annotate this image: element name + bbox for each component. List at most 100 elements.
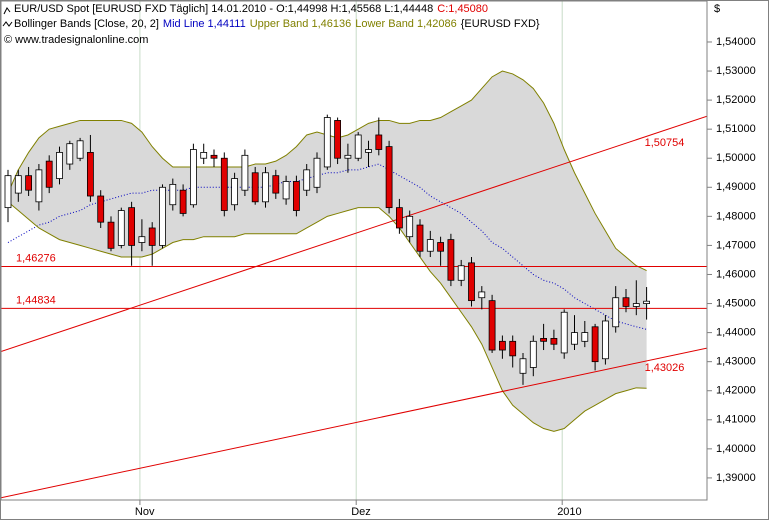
candle-body xyxy=(344,154,352,159)
y-tick-label: 1,47000 xyxy=(716,239,756,251)
candle-body xyxy=(323,117,331,168)
candle-body xyxy=(643,300,650,304)
candle-body xyxy=(128,207,136,246)
candle-body xyxy=(437,242,445,252)
y-tick-label: 1,49000 xyxy=(716,181,756,193)
candle-body xyxy=(262,172,269,203)
y-tick-label: 1,50000 xyxy=(716,152,756,164)
y-tick-label: 1,40000 xyxy=(716,443,756,455)
candle-body xyxy=(385,146,393,209)
y-tick-label: 1,51000 xyxy=(716,123,756,135)
candle-body xyxy=(632,303,640,307)
candle-body xyxy=(292,181,300,211)
candle-body xyxy=(4,175,12,209)
candle-body xyxy=(282,181,290,200)
support-label: 1,44834 xyxy=(16,294,56,306)
band-line xyxy=(7,201,647,432)
y-tick-label: 1,46000 xyxy=(716,268,756,280)
candle-body xyxy=(550,338,558,345)
y-tick-label: 1,42000 xyxy=(716,385,756,397)
candle-body xyxy=(622,297,630,307)
candle-body xyxy=(148,227,156,246)
candle-body xyxy=(25,175,33,191)
candle-body xyxy=(519,358,527,374)
currency: $ xyxy=(714,3,720,15)
candle-body xyxy=(571,332,578,345)
candle-body xyxy=(426,239,434,252)
y-tick-label: 1,44000 xyxy=(716,327,756,339)
candle-body xyxy=(488,300,496,351)
trend-line xyxy=(1,115,707,352)
legend-icon xyxy=(3,7,11,15)
candle-body xyxy=(220,157,228,211)
candle-body xyxy=(457,265,465,281)
y-tick-label: 1,53000 xyxy=(716,65,756,77)
chart-title: EUR/USD Spot [EURUSD FXD Täglich] 14.01.… xyxy=(14,3,433,15)
candle-body xyxy=(416,224,424,252)
y-tick-label: 1,54000 xyxy=(716,36,756,48)
candle-body xyxy=(529,340,537,368)
candle-body xyxy=(498,340,506,351)
plot-border xyxy=(0,0,708,501)
candle-body xyxy=(612,297,620,328)
support-label: 1,46276 xyxy=(16,252,56,264)
candle-body xyxy=(189,149,197,206)
y-tick-label: 1,45000 xyxy=(716,297,756,309)
band-area xyxy=(8,71,647,432)
candle-body xyxy=(560,311,568,354)
candle-body xyxy=(231,178,239,206)
candle-body xyxy=(272,175,280,194)
y-tick-label: 1,43000 xyxy=(716,356,756,368)
legend-entry: Mid Line 1,44111 xyxy=(163,18,246,30)
candle-body xyxy=(447,239,455,281)
x-tick-label: Nov xyxy=(135,506,155,518)
candle-body xyxy=(509,340,517,357)
legend-icon xyxy=(2,21,13,27)
candle-body xyxy=(395,207,403,229)
candle-body xyxy=(107,221,115,249)
candle-body xyxy=(375,134,383,150)
x-tick-label: Dez xyxy=(351,506,371,518)
y-tick-label: 1,48000 xyxy=(716,210,756,222)
candle-body xyxy=(251,172,259,203)
candle-body xyxy=(56,152,63,179)
candle-body xyxy=(365,149,372,153)
candle-body xyxy=(334,120,342,159)
candle-body xyxy=(540,338,547,342)
y-tick-label: 1,39000 xyxy=(716,472,756,484)
plot-area xyxy=(1,1,707,500)
candle-body xyxy=(602,320,609,360)
candle-body xyxy=(14,175,22,194)
candle-body xyxy=(581,332,589,342)
overlay: Nov Dez 2010 1,46276 1,44834 1,50754 1,43026 1,… xyxy=(2,3,756,518)
candle-body xyxy=(35,169,43,203)
candle-body xyxy=(241,154,249,191)
candle-body xyxy=(303,169,311,191)
candle-body xyxy=(76,140,84,159)
candle-body xyxy=(117,210,125,246)
candle-body xyxy=(87,152,94,197)
instrument: {EURUSD FXD} xyxy=(461,18,540,30)
candle-body xyxy=(468,262,475,302)
candle-body xyxy=(210,154,218,159)
trend-line xyxy=(1,347,707,499)
trend-label: 1,43026 xyxy=(645,362,685,374)
y-tick-label: 1,52000 xyxy=(716,94,756,106)
legend-entry: Upper Band 1,46136 xyxy=(250,18,352,30)
y-tick-label: 1,41000 xyxy=(716,414,756,426)
candle-body xyxy=(406,215,414,238)
candle-body xyxy=(478,291,486,299)
candle-body xyxy=(45,160,53,188)
candle-body xyxy=(66,143,74,165)
copyright: © www.tradesignalonline.com xyxy=(4,34,148,46)
candle-body xyxy=(97,195,105,223)
chart-title-close: C:1,45080 xyxy=(437,3,488,15)
x-tick-label: 2010 xyxy=(557,506,581,518)
candle-body xyxy=(200,152,208,159)
trend-label: 1,50754 xyxy=(645,137,685,149)
candle-body xyxy=(159,186,166,246)
candle-body xyxy=(313,157,321,188)
